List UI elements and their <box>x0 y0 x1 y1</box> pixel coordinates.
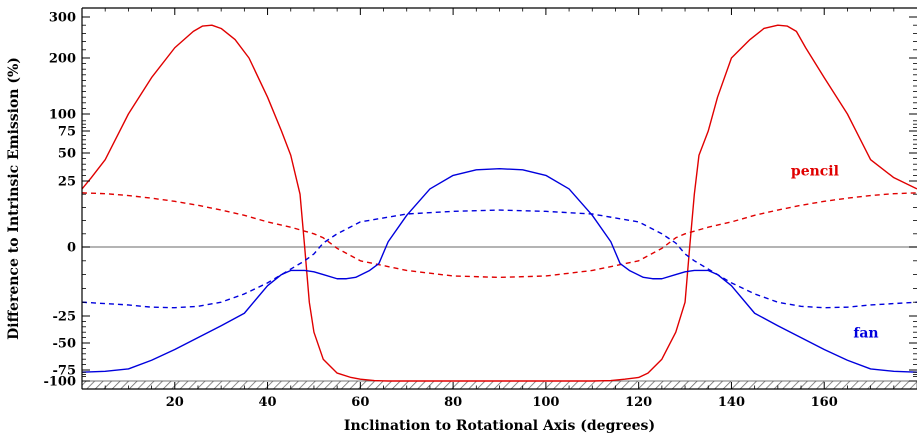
series-line-3-dashed <box>82 209 917 309</box>
x-tick-label: 120 <box>625 395 652 410</box>
x-tick-label: 80 <box>444 395 462 410</box>
y-tick-label: 0 <box>67 241 76 256</box>
y-tick-label: -25 <box>53 310 77 325</box>
y-tick-label: 75 <box>58 125 76 140</box>
plot-frame <box>81 7 917 390</box>
annotation-pencil: pencil <box>791 163 839 179</box>
x-axis-title: Inclination to Rotational Axis (degrees) <box>344 418 655 434</box>
y-tick-label: -100 <box>43 375 76 390</box>
x-tick-label: 60 <box>351 395 369 410</box>
y-tick-label: -50 <box>53 337 77 352</box>
y-axis-title: Difference to Intrinsic Emission (%) <box>6 57 22 340</box>
tick-labels: 20 40 60 80 100 120 140 160 300 200 100 75 50 25 0 -25 -… <box>43 11 837 411</box>
y-tick-label: 100 <box>49 108 76 123</box>
y-tick-label: 200 <box>49 52 76 67</box>
y-tick-label: -75 <box>53 364 77 379</box>
x-tick-label: 20 <box>166 395 184 410</box>
series-line-1-dashed <box>82 192 917 279</box>
x-tick-label: 160 <box>811 395 838 410</box>
annotation-fan: fan <box>853 326 878 342</box>
y-tick-label: 50 <box>58 147 76 162</box>
y-tick-label: 300 <box>49 11 76 26</box>
x-tick-label: 140 <box>718 395 745 410</box>
series-layer <box>82 24 917 382</box>
x-tick-label: 40 <box>259 395 277 410</box>
series-line-0-solid <box>82 24 917 382</box>
ticks <box>82 8 917 389</box>
x-tick-label: 100 <box>532 395 559 410</box>
y-tick-label: 25 <box>58 175 76 190</box>
series-line-2-solid <box>82 167 917 373</box>
